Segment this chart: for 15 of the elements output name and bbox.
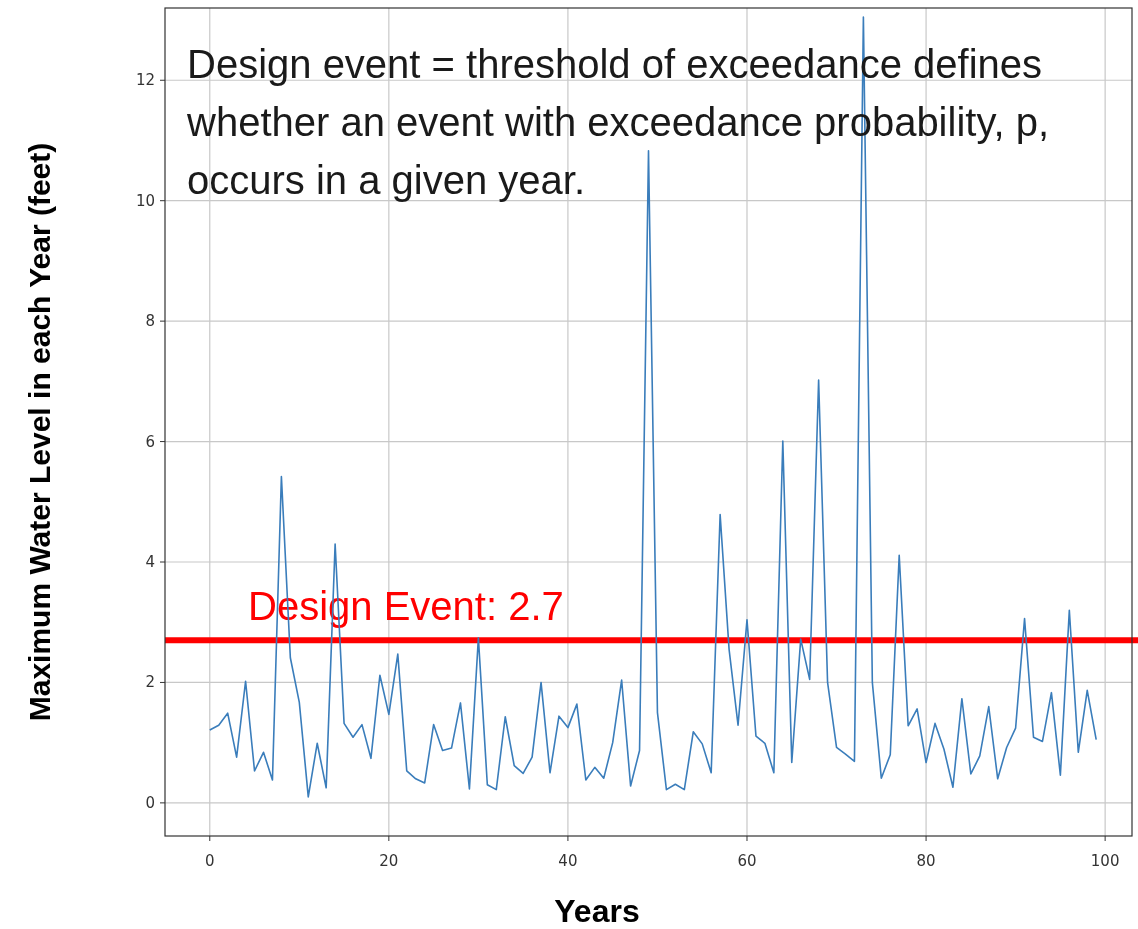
- x-tick-label: 0: [205, 852, 215, 870]
- x-tick-label: 80: [916, 852, 936, 870]
- y-tick-label: 12: [135, 71, 155, 90]
- y-tick-label: 10: [135, 191, 155, 210]
- x-tick-label: 20: [379, 852, 399, 870]
- y-tick-label: 6: [145, 432, 155, 451]
- y-tick-label: 8: [145, 312, 155, 331]
- x-tick-label: 40: [558, 852, 578, 870]
- x-tick-label: 100: [1090, 852, 1120, 870]
- x-axis-title: Years: [554, 893, 640, 929]
- y-tick-label: 0: [145, 793, 155, 812]
- y-axis-title: Maximum Water Level in each Year (feet): [23, 142, 56, 722]
- y-tick-label: 4: [145, 553, 155, 572]
- x-tick-label: 60: [737, 852, 757, 870]
- y-tick-label: 2: [145, 673, 155, 692]
